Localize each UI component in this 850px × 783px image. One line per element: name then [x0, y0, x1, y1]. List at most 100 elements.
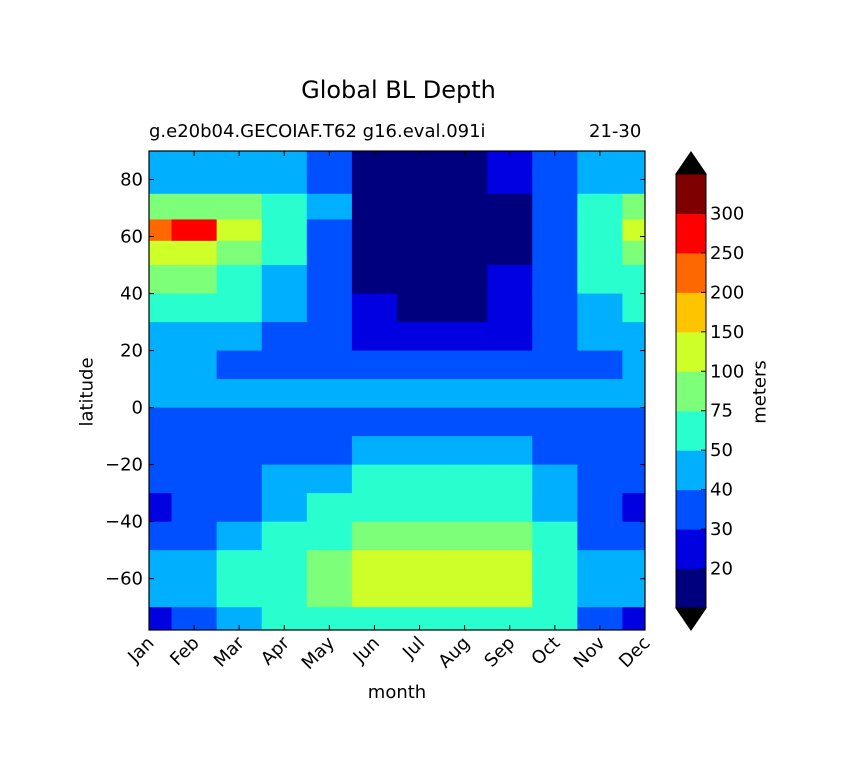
colorbar-outline: [675, 151, 707, 631]
heat-cell: [216, 379, 263, 409]
heat-cell: [577, 607, 623, 631]
colorbar-tick-label: 40: [710, 480, 733, 501]
heat-cell: [622, 521, 646, 551]
heat-cell: [532, 464, 578, 494]
heat-cell: [261, 265, 308, 295]
heat-cell: [171, 493, 218, 523]
heat-cell: [261, 407, 308, 437]
heat-cell: [261, 550, 308, 580]
heat-cell: [171, 578, 218, 608]
heat-cell: [261, 151, 308, 169]
heat-cell: [171, 521, 218, 551]
heat-cell: [351, 493, 398, 523]
heat-cell: [306, 322, 353, 352]
heat-cell: [487, 265, 533, 295]
heat-cell: [397, 379, 443, 409]
heat-cell: [442, 265, 488, 295]
heat-cell: [487, 293, 533, 323]
heat-cell: [487, 436, 533, 466]
heat-cell: [306, 350, 353, 380]
heat-cell: [216, 464, 263, 494]
heat-cell: [351, 240, 398, 266]
heat-cell: [171, 350, 218, 380]
plot-border: [148, 150, 646, 631]
heat-cell: [442, 151, 488, 169]
heat-cell: [487, 193, 533, 220]
heat-cell: [306, 219, 353, 242]
y-tick-label: 40: [120, 284, 143, 305]
chart-subtitle: g.e20b04.GECOIAF.T62 g16.eval.091i: [149, 121, 486, 142]
heat-cell: [622, 193, 646, 220]
heat-cell: [351, 193, 398, 220]
heat-cell: [487, 607, 533, 631]
heat-cell: [171, 265, 218, 295]
heat-cell: [149, 219, 173, 242]
heat-cell: [216, 350, 263, 380]
heat-cell: [216, 607, 263, 631]
x-tick-label: Apr: [257, 632, 294, 669]
heat-cell: [622, 464, 646, 494]
heat-cell: [532, 521, 578, 551]
x-tick-label: Jan: [123, 633, 158, 668]
heat-cell: [397, 521, 443, 551]
heat-cell: [149, 436, 173, 466]
heat-cell: [306, 379, 353, 409]
heat-cell: [261, 293, 308, 323]
heat-cell: [216, 322, 263, 352]
x-tick-label: Mar: [210, 632, 249, 671]
colorbar-segment: [676, 410, 706, 451]
heat-cell: [577, 240, 623, 266]
heat-cell: [622, 293, 646, 323]
heat-cell: [442, 493, 488, 523]
colorbar-segment: [676, 489, 706, 530]
y-tick-label: 0: [132, 398, 143, 419]
heat-cell: [397, 493, 443, 523]
heat-cell: [397, 219, 443, 242]
heat-cell: [622, 265, 646, 295]
heat-cell: [487, 240, 533, 266]
y-tick-label: 60: [120, 227, 143, 248]
heat-cell: [149, 379, 173, 409]
heat-cell: [149, 322, 173, 352]
heat-cell: [442, 407, 488, 437]
colorbar-tick-label: 300: [710, 203, 744, 224]
heat-cell: [532, 407, 578, 437]
heat-cell: [577, 493, 623, 523]
heat-cell: [351, 219, 398, 242]
heat-cell: [306, 193, 353, 220]
colorbar-segment: [676, 331, 706, 372]
heat-cell: [171, 293, 218, 323]
heat-cell: [622, 493, 646, 523]
heat-cell: [622, 407, 646, 437]
heat-cell: [397, 350, 443, 380]
heat-cell: [261, 464, 308, 494]
heat-cell: [351, 379, 398, 409]
heat-cell: [487, 379, 533, 409]
heat-cell: [171, 322, 218, 352]
colorbar-tick-label: 250: [710, 243, 744, 264]
x-tick-label: Sep: [480, 633, 519, 672]
heat-cell: [171, 607, 218, 631]
period-label: 21-30: [589, 121, 642, 142]
heat-cell: [261, 240, 308, 266]
heat-cell: [351, 265, 398, 295]
heat-cell: [487, 350, 533, 380]
colorbar-extend-max: [675, 151, 707, 175]
heat-cell: [577, 407, 623, 437]
heat-cell: [577, 521, 623, 551]
heat-cell: [171, 379, 218, 409]
x-tick-label: Jun: [349, 633, 384, 668]
heat-cell: [149, 407, 173, 437]
colorbar-segment: [676, 213, 706, 254]
heat-cell: [442, 193, 488, 220]
colorbar-segment: [676, 252, 706, 293]
colorbar: 20 30 40 50 75 100 150 200 250 300: [675, 151, 744, 631]
heat-cell: [397, 151, 443, 169]
heat-cell: [351, 436, 398, 466]
plot-frame: [148, 150, 646, 631]
heat-cell: [622, 350, 646, 380]
heat-cell: [577, 322, 623, 352]
heat-cell: [487, 521, 533, 551]
y-tick-label: 80: [120, 170, 143, 191]
